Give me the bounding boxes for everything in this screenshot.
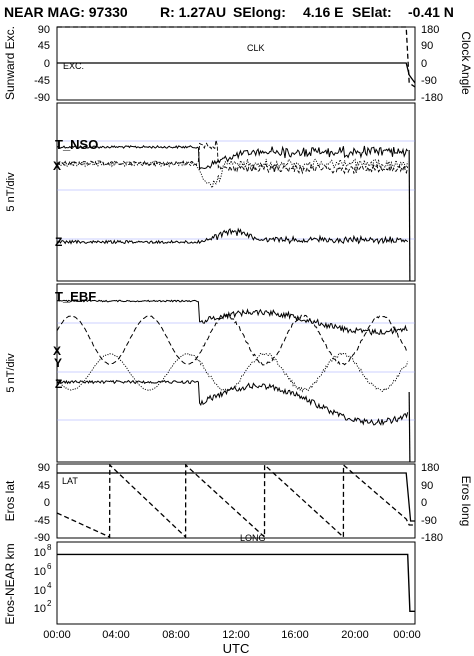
dist-tick-1e4: 10 4 [34, 581, 52, 597]
series-t-ebf-line [56, 299, 408, 336]
x-nso-label: X [53, 159, 61, 173]
dist-tick-1e8: 10 8 [34, 543, 52, 559]
distance-log-ticks: 10 8 10 6 10 4 10 2 [34, 543, 52, 615]
clock-ylabel: Clock Angle [459, 31, 473, 95]
exc-tick-45: 45 [38, 40, 50, 52]
panel-frame-ebf [56, 283, 416, 463]
long-tick-m90: -90 [421, 515, 437, 527]
header-mission: NEAR MAG: 97330 [4, 4, 128, 20]
svg-text:6: 6 [47, 562, 52, 571]
header-selat-value: -0.41 N [408, 4, 454, 20]
eros-long-ylabel: Eros long [459, 476, 473, 527]
panel-frame-eros-lat [56, 463, 416, 539]
lat-label: LAT [62, 476, 78, 486]
exc-tick-90: 90 [38, 24, 50, 36]
header-selong-value: 4.16 E [303, 4, 343, 20]
svg-text:10: 10 [34, 585, 46, 597]
lat-tick-m90: -90 [34, 532, 50, 544]
lat-tick-45: 45 [38, 480, 50, 492]
svg-text:8: 8 [47, 543, 52, 552]
series-clk-line [57, 26, 416, 88]
lat-tick-0: 0 [44, 497, 50, 509]
long-tick-m180: -180 [421, 532, 443, 544]
exc-tick-m45: -45 [34, 75, 50, 87]
distance-ylabel: Eros-NEAR km [3, 543, 17, 624]
series-x-ebf-line [56, 313, 409, 366]
x-axis-ticks: 00:00 04:00 08:00 12:00 16:00 20:00 00:0… [43, 629, 421, 641]
clk-tick-0: 0 [421, 58, 427, 70]
series-eros-lat-line [57, 472, 415, 522]
clk-tick-m90: -90 [421, 75, 437, 87]
svg-text:10: 10 [34, 603, 46, 615]
excursion-left-ticks: 90 45 0 -45 -90 [34, 24, 50, 104]
x-tick-2000: 20:00 [341, 629, 369, 641]
x-tick-0800: 08:00 [162, 629, 190, 641]
clk-tick-180: 180 [421, 24, 439, 36]
excursion-ylabel: Sunward Exc. [3, 26, 17, 100]
panel-frame-nso [56, 102, 416, 282]
eros-long-ticks: 180 90 0 -90 -180 [421, 462, 443, 544]
header-selong-label: SElong: [233, 4, 286, 20]
clk-label: CLK [247, 43, 265, 53]
panel-frame-distance [56, 541, 416, 625]
series-t-nso-line [56, 144, 409, 171]
series-z-ebf-line [56, 379, 409, 426]
svg-text:4: 4 [47, 581, 52, 590]
exc-tick-0: 0 [44, 58, 50, 70]
long-label: LONG [240, 533, 266, 543]
x-tick-0000: 00:00 [43, 629, 71, 641]
clk-tick-90: 90 [421, 40, 433, 52]
series-ebf-drop [408, 391, 411, 463]
series-nso-drop [408, 149, 411, 282]
header-radius: R: 1.27AU [160, 4, 226, 20]
svg-text:10: 10 [34, 547, 46, 559]
x-axis-label: UTC [223, 641, 250, 656]
long-tick-180: 180 [421, 462, 439, 474]
eros-lat-ylabel: Eros lat [3, 480, 17, 521]
clock-right-ticks: 180 90 0 -90 -180 [421, 24, 443, 104]
series-y-ebf-line [56, 352, 409, 393]
series-z-nso-line [56, 227, 409, 245]
header-selat-label: SElat: [352, 4, 392, 20]
dist-tick-1e6: 10 6 [34, 562, 52, 578]
t-nso-label: T_NSO [55, 137, 98, 152]
exc-tick-m90: -90 [34, 92, 50, 104]
y-ebf-label: Y [54, 356, 62, 370]
x-tick-1200: 12:00 [222, 629, 250, 641]
lat-tick-m45: -45 [34, 515, 50, 527]
exc-label: EXC. [63, 61, 84, 71]
x-tick-0000-end: 00:00 [393, 629, 421, 641]
series-x-nso-line [57, 139, 409, 175]
series-eros-long-line [56, 463, 415, 539]
clk-tick-m180: -180 [421, 92, 443, 104]
x-ebf-label: X [53, 344, 61, 358]
series-distance-line [57, 553, 415, 612]
svg-text:2: 2 [47, 599, 52, 608]
dist-tick-1e2: 10 2 [34, 599, 52, 615]
nso-ylabel: 5 nT/div [5, 172, 17, 212]
t-ebf-label: T_EBF [55, 289, 96, 304]
lat-tick-90: 90 [38, 462, 50, 474]
z-ebf-label: Z [55, 377, 62, 391]
ebf-ylabel: 5 nT/div [5, 353, 17, 393]
series-exc-line [57, 62, 416, 84]
eros-lat-ticks: 90 45 0 -45 -90 [34, 462, 50, 544]
x-tick-0400: 04:00 [102, 629, 130, 641]
svg-text:10: 10 [34, 566, 46, 578]
long-tick-0: 0 [421, 497, 427, 509]
x-tick-1600: 16:00 [281, 629, 309, 641]
long-tick-90: 90 [421, 480, 433, 492]
ebf-reference-lines [57, 322, 415, 421]
series-layer [56, 26, 416, 612]
series-y-nso-line [56, 158, 409, 189]
